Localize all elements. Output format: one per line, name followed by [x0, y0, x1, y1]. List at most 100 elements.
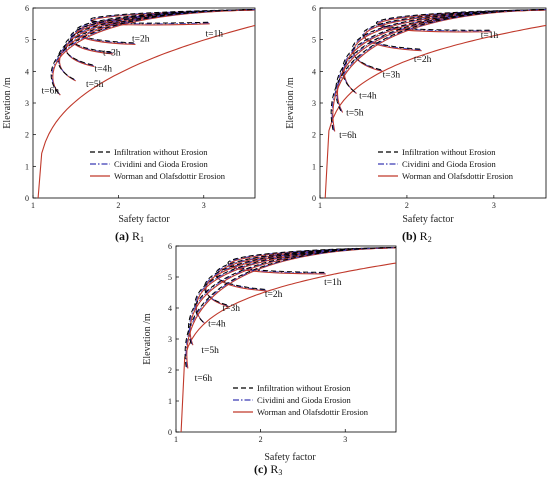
time-label: t=3h — [103, 49, 121, 59]
x-axis-label: Safety factor — [402, 214, 454, 225]
series-line-cividini-t=5h — [336, 9, 546, 112]
panel-caption: (a) R1 — [115, 229, 144, 244]
x-tick-label: 1 — [31, 201, 35, 210]
y-tick-label: 4 — [25, 67, 29, 76]
curves — [37, 9, 255, 198]
series-line-cividini-t=4h — [195, 247, 396, 323]
series-line-cividini-t=1h — [90, 9, 255, 25]
series-line-infiltration-t=4h — [342, 9, 546, 93]
series-line-infiltration-t=6h — [184, 247, 396, 367]
legend-entry-cividini: Cividini and Gioda Erosion — [257, 395, 351, 405]
time-label: t=6h — [42, 87, 60, 97]
series-line-cividini-t=6h — [51, 9, 255, 95]
caption-text: R — [132, 229, 140, 243]
y-tick-label: 4 — [312, 67, 316, 76]
y-tick-label: 1 — [168, 397, 172, 406]
time-label: t=4h — [359, 91, 377, 101]
caption-text: R — [270, 462, 278, 476]
series-line-infiltration-t=5h — [57, 9, 255, 80]
time-label: t=4h — [208, 320, 226, 330]
panel-caption: (b) R2 — [402, 229, 432, 244]
caption-letter: (b) — [402, 229, 420, 243]
caption-letter: (c) — [254, 462, 270, 476]
x-axis-label: Safety factor — [118, 214, 170, 225]
x-tick-label: 3 — [202, 201, 206, 210]
series-line-infiltration-t=2h — [362, 9, 546, 50]
series-line-cividini-t=4h — [343, 9, 546, 93]
series-line-infiltration-t=6h — [50, 9, 255, 94]
envelope-line — [37, 24, 255, 198]
caption-letter: (a) — [115, 229, 132, 243]
caption-text: R — [420, 229, 428, 243]
caption-sub: 3 — [278, 468, 282, 477]
legend-entry-cividini: Cividini and Gioda Erosion — [114, 159, 208, 169]
time-label: t=3h — [223, 304, 241, 314]
plot-frame — [319, 7, 547, 199]
series-line-cividini-t=5h — [188, 247, 396, 345]
y-tick-label: 3 — [312, 99, 316, 108]
legend-entry-worman: Worman and Olafsdottir Erosion — [114, 171, 226, 181]
series-line-infiltration-t=3h — [69, 9, 255, 53]
y-tick-label: 1 — [25, 162, 29, 171]
x-tick-label: 2 — [405, 201, 409, 210]
x-axis-label: Safety factor — [264, 452, 316, 463]
time-label: t=1h — [324, 278, 342, 288]
legend-entry-infiltration: Infiltration without Erosion — [402, 147, 496, 157]
panel-caption: (c) R3 — [254, 462, 282, 477]
series-line-infiltration-t=1h — [89, 9, 255, 24]
legend-entry-infiltration: Infiltration without Erosion — [257, 383, 351, 393]
time-label: t=6h — [339, 131, 357, 141]
series-line-cividini-t=6h — [331, 9, 546, 131]
time-label: t=5h — [201, 346, 219, 356]
x-tick-label: 3 — [492, 201, 496, 210]
y-tick-label: 2 — [25, 131, 29, 140]
legend-entry-infiltration: Infiltration without Erosion — [114, 147, 208, 157]
y-tick-label: 3 — [25, 99, 29, 108]
time-label: t=1h — [481, 31, 499, 41]
legend-entry-worman: Worman and Olafsdottir Erosion — [257, 407, 369, 417]
series-line-worman-t=6h — [186, 247, 396, 369]
y-tick-label: 6 — [168, 242, 172, 251]
caption-sub: 2 — [428, 235, 432, 244]
curves — [180, 247, 396, 432]
series-line-infiltration-t=6h — [330, 9, 546, 131]
series-line-infiltration-t=5h — [187, 247, 396, 344]
legend-entry-worman: Worman and Olafsdottir Erosion — [402, 171, 514, 181]
series-line-worman-t=4h — [343, 9, 546, 94]
legend-entry-cividini: Cividini and Gioda Erosion — [402, 159, 496, 169]
time-label: t=6h — [195, 374, 213, 384]
legend: Infiltration without Erosion Cividini and… — [90, 147, 226, 181]
time-label: t=3h — [383, 71, 401, 81]
y-tick-label: 6 — [312, 4, 316, 13]
time-label: t=4h — [94, 64, 112, 74]
y-tick-label: 2 — [168, 366, 172, 375]
y-axis-label: Elevation /m — [142, 313, 153, 365]
envelope-line — [180, 262, 396, 432]
time-label: t=2h — [265, 290, 283, 300]
y-tick-label: 5 — [168, 273, 172, 282]
series-line-worman-t=5h — [189, 247, 396, 346]
time-label: t=1h — [205, 30, 223, 40]
x-tick-label: 3 — [343, 435, 347, 444]
y-tick-label: 5 — [25, 36, 29, 45]
y-tick-label: 0 — [25, 194, 29, 203]
time-label: t=2h — [132, 34, 150, 44]
y-tick-label: 0 — [312, 194, 316, 203]
x-tick-label: 1 — [318, 201, 322, 210]
y-tick-label: 6 — [25, 4, 29, 13]
x-tick-label: 2 — [116, 201, 120, 210]
series-line-cividini-t=5h — [58, 9, 255, 81]
envelope-line — [324, 24, 546, 198]
legend: Infiltration without Erosion Cividini and… — [233, 383, 369, 417]
time-label: t=5h — [346, 109, 364, 119]
y-tick-label: 0 — [168, 428, 172, 437]
y-tick-label: 3 — [168, 335, 172, 344]
caption-sub: 1 — [140, 235, 144, 244]
time-label: t=2h — [414, 55, 432, 65]
legend: Infiltration without Erosion Cividini and… — [378, 147, 514, 181]
series-line-infiltration-t=1h — [375, 9, 546, 31]
y-axis-label: Elevation /m — [2, 77, 13, 129]
